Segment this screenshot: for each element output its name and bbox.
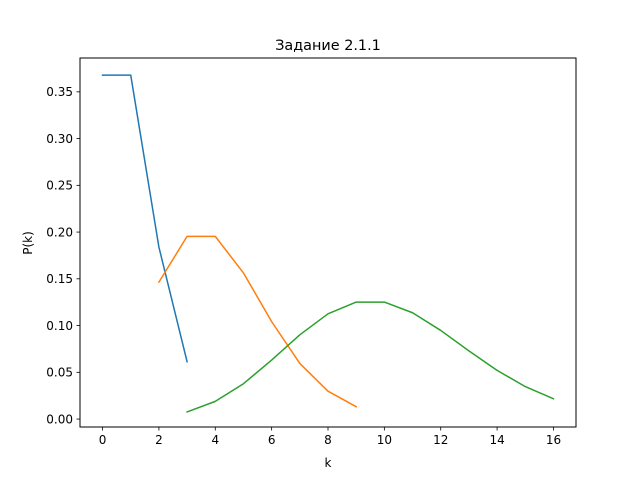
- y-tick-label: 0.05: [46, 366, 73, 380]
- x-tick-label: 14: [489, 433, 504, 447]
- x-tick-label: 16: [546, 433, 561, 447]
- y-tick-label: 0.00: [46, 412, 73, 426]
- x-tick-label: 6: [268, 433, 276, 447]
- x-axis-label: k: [325, 456, 332, 470]
- series-2-line: [157, 235, 358, 408]
- x-axis-ticks: 0 2 4 6 8 10 12 14 16: [99, 427, 561, 447]
- x-tick-label: 2: [155, 433, 163, 447]
- chart-title: Задание 2.1.1: [275, 38, 381, 54]
- y-axis-label: P(k): [21, 231, 35, 255]
- series-group: [101, 74, 555, 413]
- y-tick-label: 0.35: [46, 85, 73, 99]
- y-tick-label: 0.25: [46, 179, 73, 193]
- series-3-line: [186, 301, 555, 413]
- x-tick-label: 0: [99, 433, 107, 447]
- x-tick-label: 10: [377, 433, 392, 447]
- y-tick-label: 0.10: [46, 319, 73, 333]
- y-axis-ticks: 0.00 0.05 0.10 0.15 0.20 0.25 0.30 0.35: [46, 85, 80, 426]
- x-tick-label: 4: [211, 433, 219, 447]
- y-tick-label: 0.30: [46, 132, 73, 146]
- x-tick-label: 8: [324, 433, 332, 447]
- y-tick-label: 0.15: [46, 272, 73, 286]
- y-tick-label: 0.20: [46, 225, 73, 239]
- series-1-line: [101, 74, 188, 363]
- x-tick-label: 12: [433, 433, 448, 447]
- plot-frame: [79, 57, 577, 428]
